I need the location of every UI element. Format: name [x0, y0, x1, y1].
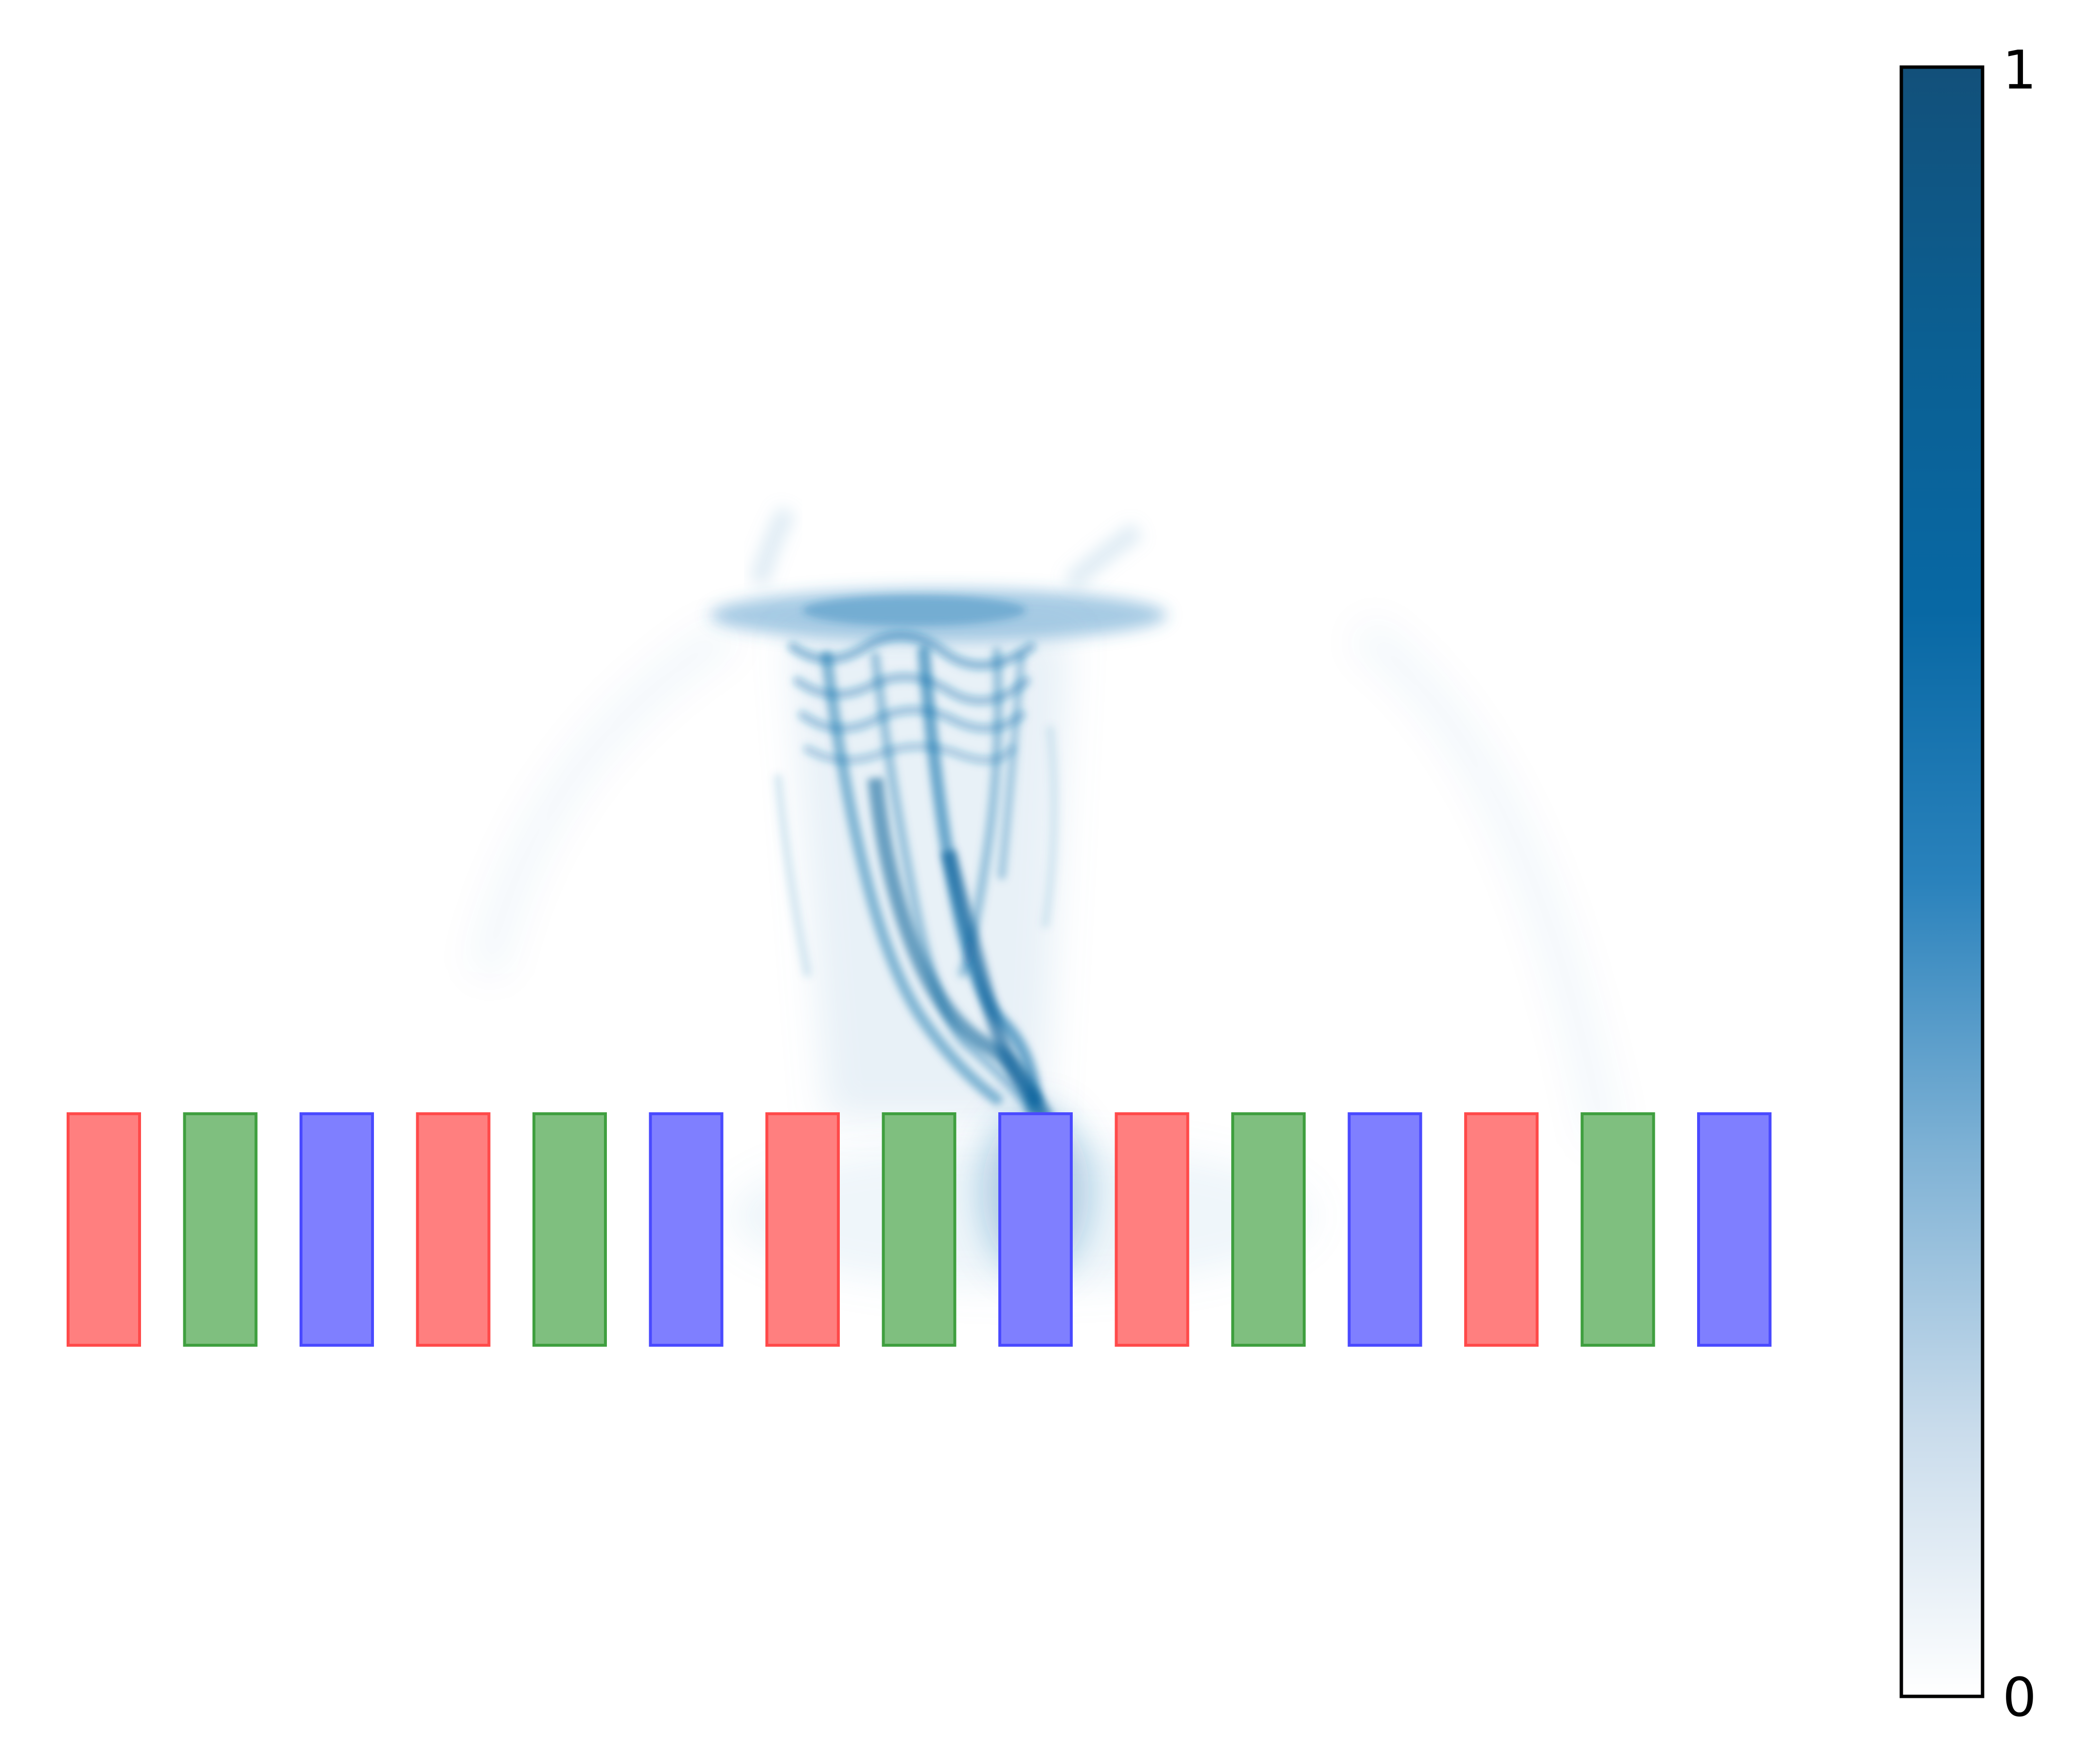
upper-wisp-left — [749, 505, 797, 587]
colorbar: 1 0 — [1899, 39, 2037, 1728]
colorbar-gradient — [1899, 65, 1984, 1698]
upper-wisp-right — [1063, 522, 1144, 591]
stripe-red-1 — [67, 1112, 141, 1347]
stripe-red-7 — [765, 1112, 840, 1347]
stripe-red-13 — [1464, 1112, 1539, 1347]
colorbar-min-label: 0 — [2002, 1666, 2037, 1728]
stripe-blue-3 — [300, 1112, 374, 1347]
stripe-blue-9 — [998, 1112, 1073, 1347]
stripe-green-14 — [1580, 1112, 1655, 1347]
stripe-green-11 — [1231, 1112, 1306, 1347]
faint-halo — [469, 618, 1622, 1146]
stripe-green-2 — [183, 1112, 258, 1347]
stripe-row — [67, 1112, 1772, 1347]
stripe-red-10 — [1115, 1112, 1189, 1347]
top-band-core — [802, 595, 1026, 626]
stripe-blue-12 — [1347, 1112, 1422, 1347]
stripe-green-5 — [532, 1112, 607, 1347]
colorbar-max-label: 1 — [2002, 39, 2037, 101]
stripe-blue-15 — [1697, 1112, 1772, 1347]
stripe-green-8 — [882, 1112, 957, 1347]
stripe-red-4 — [416, 1112, 491, 1347]
stripe-blue-6 — [649, 1112, 724, 1347]
